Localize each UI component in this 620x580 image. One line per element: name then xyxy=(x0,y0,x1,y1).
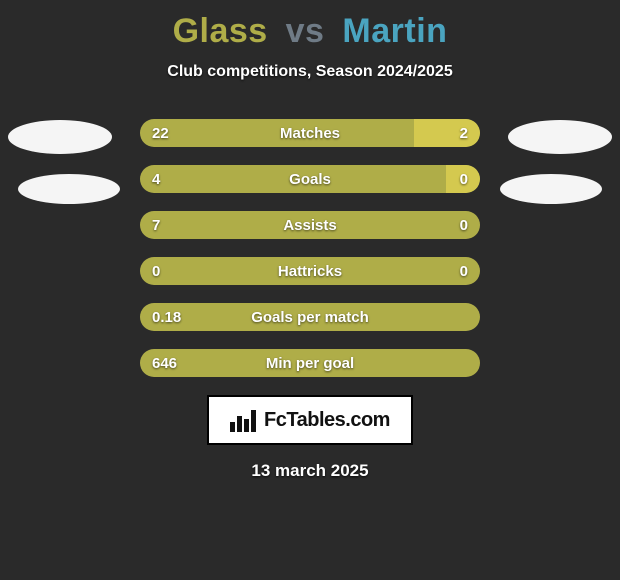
brand-text: FcTables.com xyxy=(264,409,390,432)
page-title: Glass vs Martin xyxy=(0,0,620,51)
stat-label: Goals xyxy=(140,165,480,193)
avatar-placeholder-left-2 xyxy=(18,174,120,204)
stat-row: 22Matches2 xyxy=(140,119,480,147)
stat-row: 4Goals0 xyxy=(140,165,480,193)
brand-bars-icon xyxy=(230,408,258,432)
brand-badge: FcTables.com xyxy=(207,395,413,445)
stat-label: Min per goal xyxy=(140,349,480,377)
stat-label: Matches xyxy=(140,119,480,147)
stat-label: Hattricks xyxy=(140,257,480,285)
stat-value-right: 0 xyxy=(460,257,468,285)
stat-label: Assists xyxy=(140,211,480,239)
title-vs: vs xyxy=(278,12,333,50)
stat-value-right: 0 xyxy=(460,211,468,239)
avatar-placeholder-right-2 xyxy=(500,174,602,204)
title-player2: Martin xyxy=(342,12,447,50)
stat-value-right: 0 xyxy=(460,165,468,193)
title-player1: Glass xyxy=(173,12,268,50)
stat-row: 0Hattricks0 xyxy=(140,257,480,285)
avatar-placeholder-right-1 xyxy=(508,120,612,154)
avatar-placeholder-left-1 xyxy=(8,120,112,154)
stat-value-right: 2 xyxy=(460,119,468,147)
stat-row: 646Min per goal xyxy=(140,349,480,377)
stat-row: 7Assists0 xyxy=(140,211,480,239)
subtitle: Club competitions, Season 2024/2025 xyxy=(0,63,620,81)
stats-container: 22Matches24Goals07Assists00Hattricks00.1… xyxy=(140,119,480,377)
stat-label: Goals per match xyxy=(140,303,480,331)
date-text: 13 march 2025 xyxy=(0,461,620,481)
stat-row: 0.18Goals per match xyxy=(140,303,480,331)
